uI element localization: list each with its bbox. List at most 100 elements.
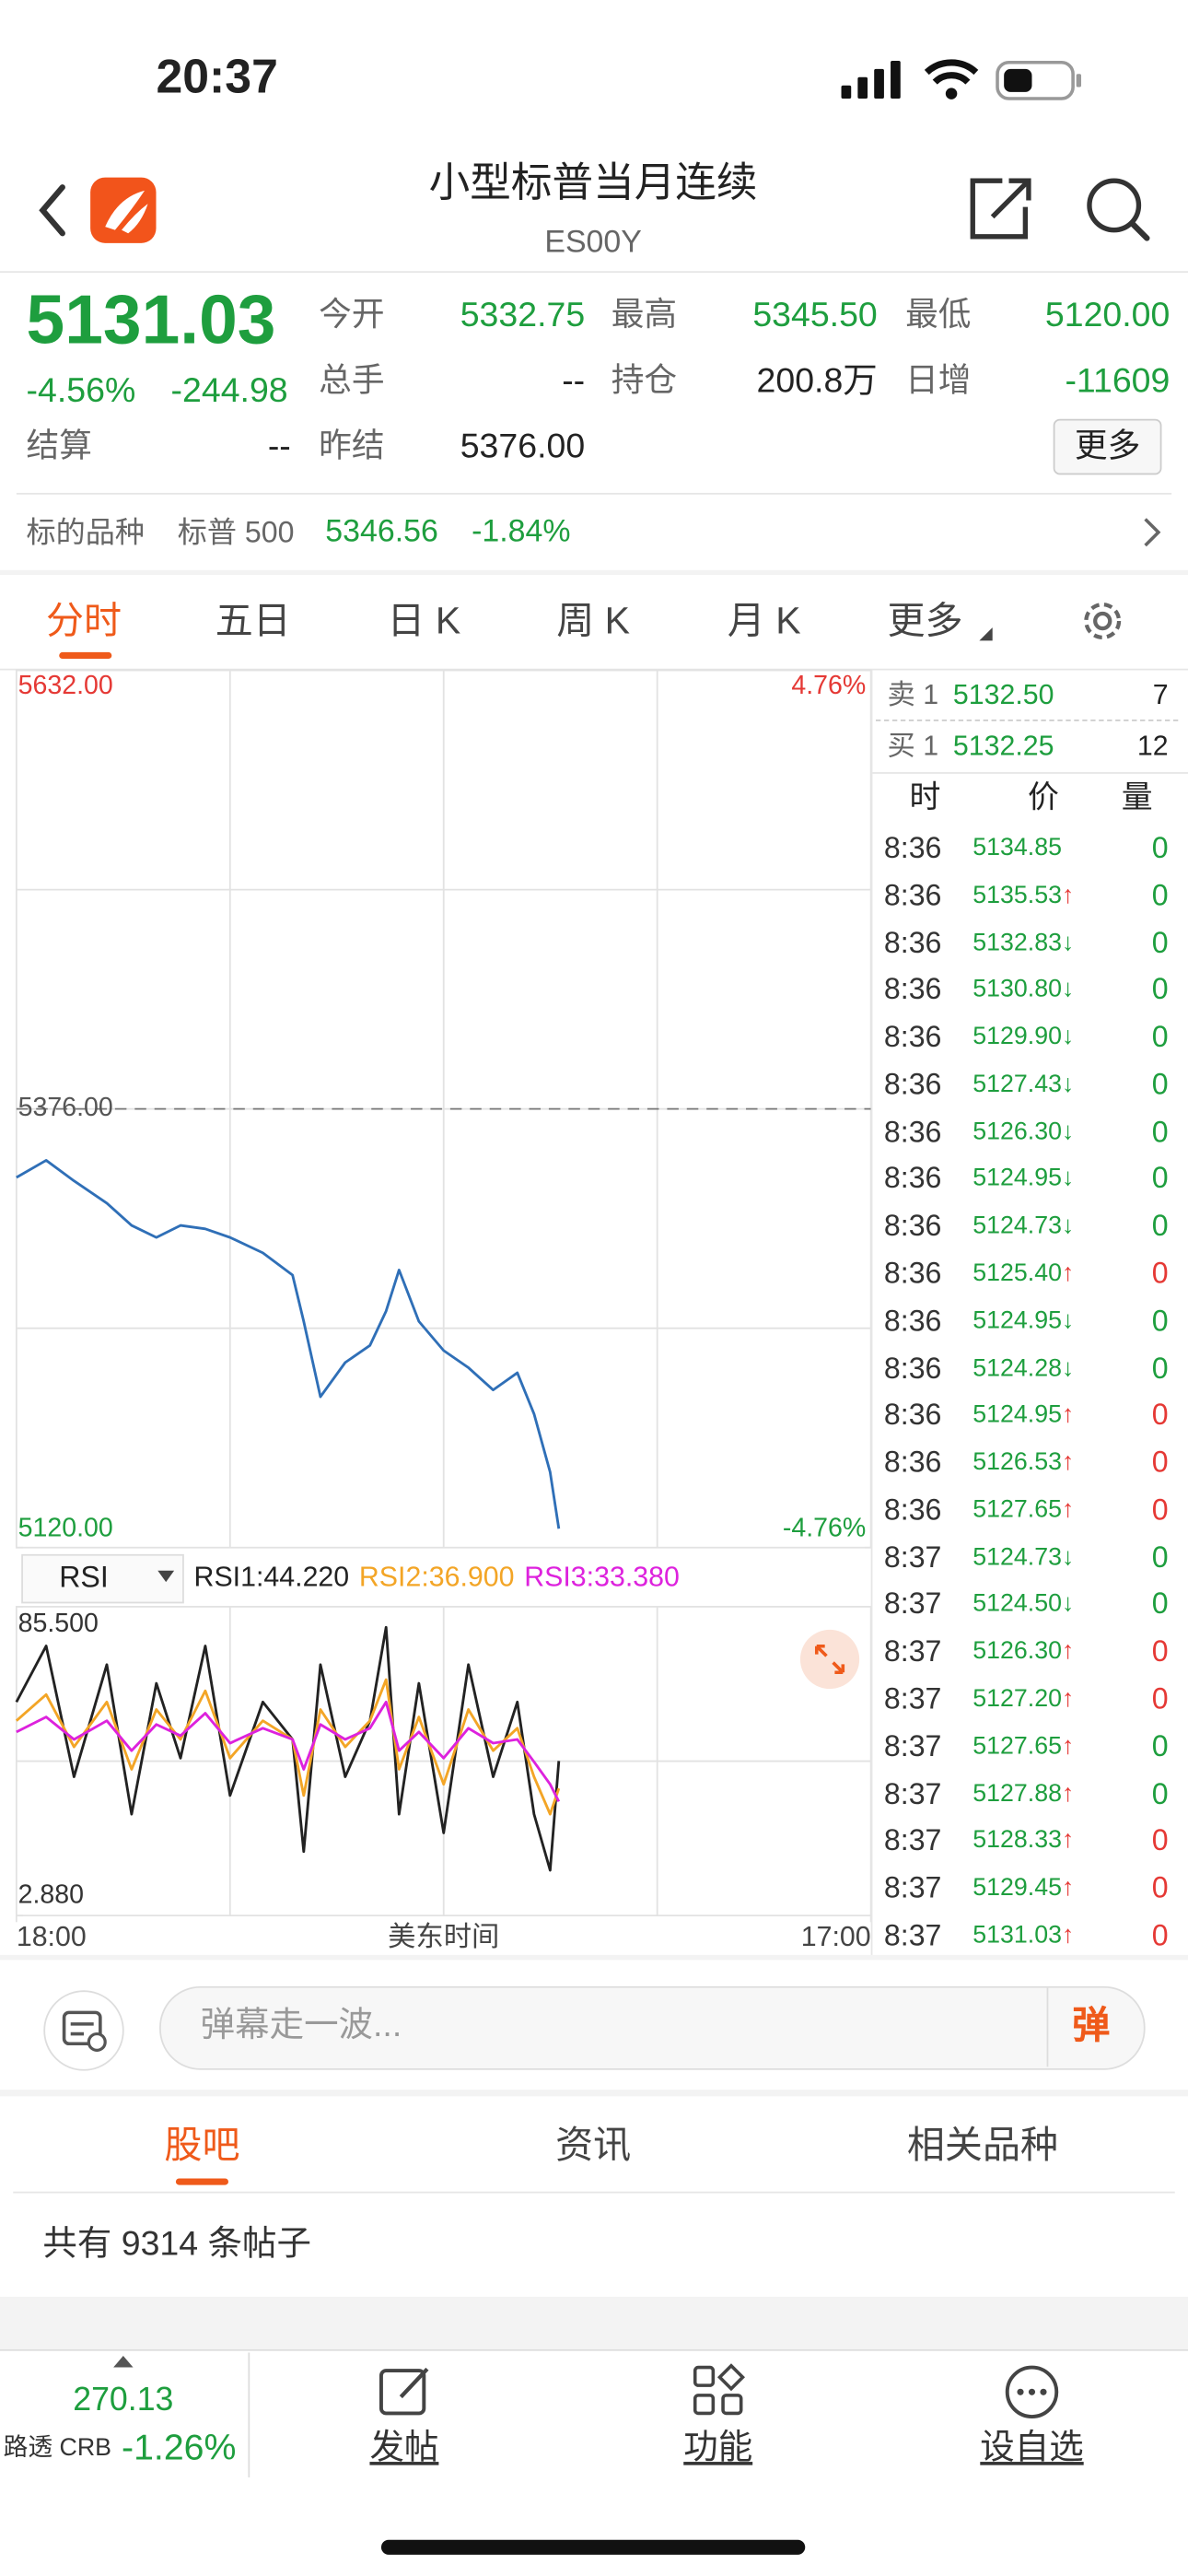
- trade-price-value: 5124.73: [973, 1542, 1063, 1572]
- header-actions[interactable]: [966, 174, 1155, 243]
- trade-arrow: ↑: [1062, 1732, 1075, 1761]
- trade-volume: 0: [1151, 1209, 1169, 1243]
- tab[interactable]: 周 K: [556, 598, 631, 642]
- trade-price: 5124.95↓: [973, 1166, 1074, 1191]
- nav-button[interactable]: 发帖: [369, 2429, 439, 2467]
- tab[interactable]: 股吧: [164, 2123, 240, 2167]
- trade-arrow: ↑: [1062, 1873, 1075, 1903]
- trade-volume: 0: [1151, 1115, 1169, 1148]
- function-icon[interactable]: [692, 2363, 745, 2417]
- trade-volume: 0: [1151, 1446, 1169, 1480]
- trade-price: 5135.53↑: [973, 883, 1074, 907]
- tab[interactable]: 月 K: [727, 598, 801, 642]
- comment-icon[interactable]: [42, 1989, 124, 2071]
- trade-price: 5124.95↓: [973, 1308, 1074, 1333]
- divider: [872, 772, 1188, 774]
- trade-volume: 0: [1151, 1067, 1169, 1101]
- trade-arrow: ↑: [1062, 1779, 1075, 1808]
- post-icon[interactable]: [378, 2364, 434, 2417]
- trade-time: 8:36: [883, 973, 942, 1006]
- tab[interactable]: 更多: [887, 598, 963, 642]
- trade-row: 8:36 5124.28↓ 0: [872, 1345, 1188, 1391]
- trade-time: 8:36: [883, 925, 942, 959]
- trade-time: 8:36: [883, 1115, 942, 1148]
- trade-price-value: 5127.65: [973, 1732, 1063, 1761]
- trade-row: 8:36 5126.53↑ 0: [872, 1439, 1188, 1485]
- change-pct: -4.56%: [26, 371, 136, 410]
- status-icons: [841, 59, 1082, 100]
- expand-icon[interactable]: [798, 1628, 861, 1691]
- tab[interactable]: 分时: [45, 598, 122, 642]
- field-value: 5332.75: [460, 296, 586, 334]
- trade-price: 5124.73↓: [973, 1545, 1074, 1570]
- header-code: ES00Y: [544, 226, 642, 261]
- watchlist-icon[interactable]: [1004, 2364, 1060, 2420]
- trade-arrow: ↓: [1062, 1590, 1075, 1619]
- trade-arrow: ↑: [1062, 881, 1075, 909]
- field-label: 昨结: [319, 428, 385, 465]
- field-label: 最低: [905, 297, 972, 334]
- trade-price: 5125.40↑: [973, 1261, 1074, 1286]
- trade-row: 8:36 5127.65↑ 0: [872, 1487, 1188, 1533]
- trade-arrow: ↓: [1062, 1117, 1075, 1146]
- tab[interactable]: 五日: [215, 598, 291, 642]
- trade-row: 8:36 5127.43↓ 0: [872, 1061, 1188, 1107]
- trade-time: 8:36: [883, 1493, 942, 1527]
- trade-price-value: 5125.40: [973, 1259, 1063, 1288]
- comment-input[interactable]: [159, 1985, 1146, 2070]
- trade-volume: 0: [1151, 1918, 1169, 1952]
- x-axis-label: 美东时间: [388, 1921, 499, 1952]
- nav-button[interactable]: 功能: [683, 2429, 753, 2467]
- column-header: 价: [1028, 780, 1059, 816]
- trade-time: 8:36: [883, 831, 942, 864]
- trade-price: 5126.53↑: [973, 1450, 1074, 1475]
- home-indicator: [380, 2539, 806, 2555]
- trade-volume: 0: [1151, 1540, 1169, 1574]
- tab[interactable]: 相关品种: [906, 2123, 1059, 2167]
- nav-button[interactable]: 设自选: [980, 2429, 1084, 2467]
- trade-volume: 0: [1151, 1162, 1169, 1196]
- charts: 5632.00 5120.00 4.76% -4.76% 5376.00 85.500 2.…: [15, 669, 872, 1952]
- field-label: 持仓: [611, 363, 678, 400]
- trade-arrow: ↓: [1062, 1353, 1075, 1382]
- tab[interactable]: 日 K: [387, 598, 461, 642]
- field-label: 今开: [319, 297, 385, 334]
- trade-row: 8:36 5132.83↓ 0: [872, 919, 1188, 966]
- more-button[interactable]: 更多: [1053, 418, 1162, 475]
- trade-row: 8:37 5126.30↑ 0: [872, 1629, 1188, 1675]
- change: -244.98: [170, 371, 288, 410]
- indicator-name: RSI: [59, 1561, 109, 1594]
- trade-time: 8:37: [883, 1823, 942, 1857]
- chevron[interactable]: [1140, 516, 1163, 549]
- trade-arrow: ↓: [1062, 1165, 1075, 1193]
- back-and-logo[interactable]: [33, 177, 165, 247]
- legend: RSI1:44.220 RSI2:36.900 RSI3:33.380: [194, 1563, 690, 1591]
- tab[interactable]: 资讯: [555, 2123, 632, 2167]
- trade-row: 8:36 5125.40↑ 0: [872, 1250, 1188, 1296]
- trade-time: 8:37: [883, 1729, 942, 1762]
- trade-volume: 0: [1151, 1257, 1169, 1290]
- trade-volume: 0: [1151, 1634, 1169, 1669]
- trade-arrow: ↑: [1062, 1448, 1075, 1477]
- underlying-name: 标普 500: [177, 515, 295, 549]
- field-value: 200.8万: [756, 362, 878, 401]
- field-value: 5120.00: [1044, 296, 1171, 334]
- trade-price-value: 5134.85: [973, 833, 1063, 862]
- trade-arrow: ↓: [1062, 1542, 1075, 1572]
- index-name: 路透 CRB: [3, 2433, 112, 2463]
- dropdown-triangle: [157, 1570, 175, 1583]
- legend-entry: RSI3:33.380: [524, 1561, 680, 1593]
- trade-volume: 0: [1151, 1729, 1169, 1762]
- field-value: 5376.00: [460, 427, 586, 466]
- field-label: 结算: [26, 428, 92, 465]
- field-value: 5345.50: [752, 296, 878, 334]
- trade-arrow: ↑: [1062, 1400, 1075, 1430]
- trade-price: 5124.50↓: [973, 1592, 1074, 1617]
- field-value: --: [562, 362, 586, 401]
- trade-price-value: 5129.90: [973, 1023, 1063, 1051]
- indicator-selector[interactable]: [21, 1553, 184, 1604]
- trade-time: 8:36: [883, 1446, 942, 1480]
- settings-icon[interactable]: [1077, 596, 1127, 645]
- danmaku-button[interactable]: 弹: [1072, 2003, 1111, 2046]
- trade-price-value: 5124.73: [973, 1212, 1063, 1240]
